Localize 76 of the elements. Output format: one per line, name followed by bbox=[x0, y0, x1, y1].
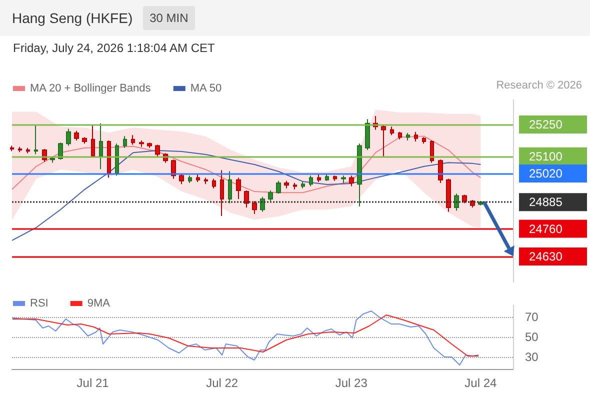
candlestick bbox=[10, 145, 14, 152]
candlestick bbox=[34, 125, 38, 155]
candlestick bbox=[357, 143, 362, 207]
candlestick bbox=[99, 122, 103, 170]
candlestick bbox=[147, 142, 152, 148]
y-tick-label: 30 bbox=[525, 350, 539, 364]
candlestick bbox=[430, 140, 434, 164]
chart-title: Hang Seng (HKFE) bbox=[12, 10, 133, 26]
candlestick bbox=[204, 177, 208, 185]
candlestick bbox=[406, 132, 410, 141]
ref-line-label: 25250 bbox=[529, 117, 563, 132]
candlestick bbox=[414, 131, 418, 142]
candlestick bbox=[365, 118, 370, 151]
y-tick-label: 70 bbox=[525, 310, 539, 324]
candlestick bbox=[268, 190, 273, 202]
candlestick bbox=[252, 200, 257, 214]
candlestick bbox=[220, 170, 224, 217]
legend-label: 9MA bbox=[87, 298, 111, 310]
candlestick bbox=[179, 172, 184, 185]
candlestick bbox=[309, 175, 313, 187]
legend-label: MA 50 bbox=[190, 82, 222, 94]
candlestick bbox=[171, 159, 176, 180]
candlestick bbox=[325, 174, 329, 182]
candlestick bbox=[155, 144, 160, 157]
candlestick bbox=[188, 175, 192, 184]
text: Research © 2026 bbox=[496, 80, 582, 92]
candlestick bbox=[390, 126, 394, 136]
candlestick bbox=[115, 143, 119, 176]
candlestick bbox=[284, 180, 289, 189]
x-tick-label: Jul 22 bbox=[206, 376, 238, 390]
x-tick-label: Jul 24 bbox=[464, 376, 498, 390]
candlestick bbox=[398, 131, 402, 140]
x-tick-label: Jul 21 bbox=[76, 376, 110, 390]
ref-line-label: 24760 bbox=[529, 222, 563, 236]
candlestick bbox=[74, 130, 79, 141]
ref-line-label: 25100 bbox=[529, 149, 563, 164]
candlestick bbox=[58, 142, 63, 160]
candlestick bbox=[18, 146, 22, 153]
candlestick bbox=[333, 175, 337, 182]
chart-subtitle: Friday, July 24, 2026 1:18:04 AM CET bbox=[12, 40, 216, 57]
candlestick bbox=[212, 178, 216, 189]
candlestick bbox=[123, 136, 127, 148]
candlestick bbox=[454, 193, 459, 212]
candlestick bbox=[381, 124, 386, 157]
candlestick bbox=[462, 194, 467, 204]
candlestick bbox=[66, 128, 71, 146]
candlestick bbox=[244, 190, 249, 208]
candlestick bbox=[91, 124, 95, 157]
ref-line-label: 24630 bbox=[529, 249, 563, 264]
candlestick bbox=[293, 182, 297, 190]
candlestick bbox=[446, 178, 451, 212]
y-tick-label: 50 bbox=[525, 330, 539, 344]
candlestick bbox=[196, 174, 200, 182]
candlestick bbox=[236, 177, 241, 200]
candlestick bbox=[422, 136, 426, 144]
text: 30 MIN bbox=[142, 6, 196, 30]
candlestick bbox=[131, 134, 135, 146]
line-series bbox=[12, 314, 480, 356]
candlestick bbox=[107, 140, 111, 178]
x-tick-label: Jul 23 bbox=[335, 376, 368, 390]
candlestick bbox=[341, 175, 346, 184]
candlestick bbox=[228, 170, 232, 204]
candlestick bbox=[139, 140, 144, 148]
ref-line-label: 24885 bbox=[529, 195, 563, 210]
candlestick bbox=[276, 180, 281, 194]
candlestick bbox=[26, 147, 30, 154]
candlestick bbox=[301, 181, 305, 189]
legend-label: MA 20 + Bollinger Bands bbox=[30, 82, 152, 94]
candlestick bbox=[438, 159, 443, 184]
candlestick bbox=[82, 136, 87, 144]
ref-line-label: 25020 bbox=[529, 166, 563, 180]
line-series bbox=[12, 310, 480, 366]
candlestick bbox=[317, 174, 321, 182]
candlestick bbox=[260, 196, 265, 212]
legend-label: RSI bbox=[30, 298, 48, 310]
candlestick bbox=[349, 175, 354, 187]
